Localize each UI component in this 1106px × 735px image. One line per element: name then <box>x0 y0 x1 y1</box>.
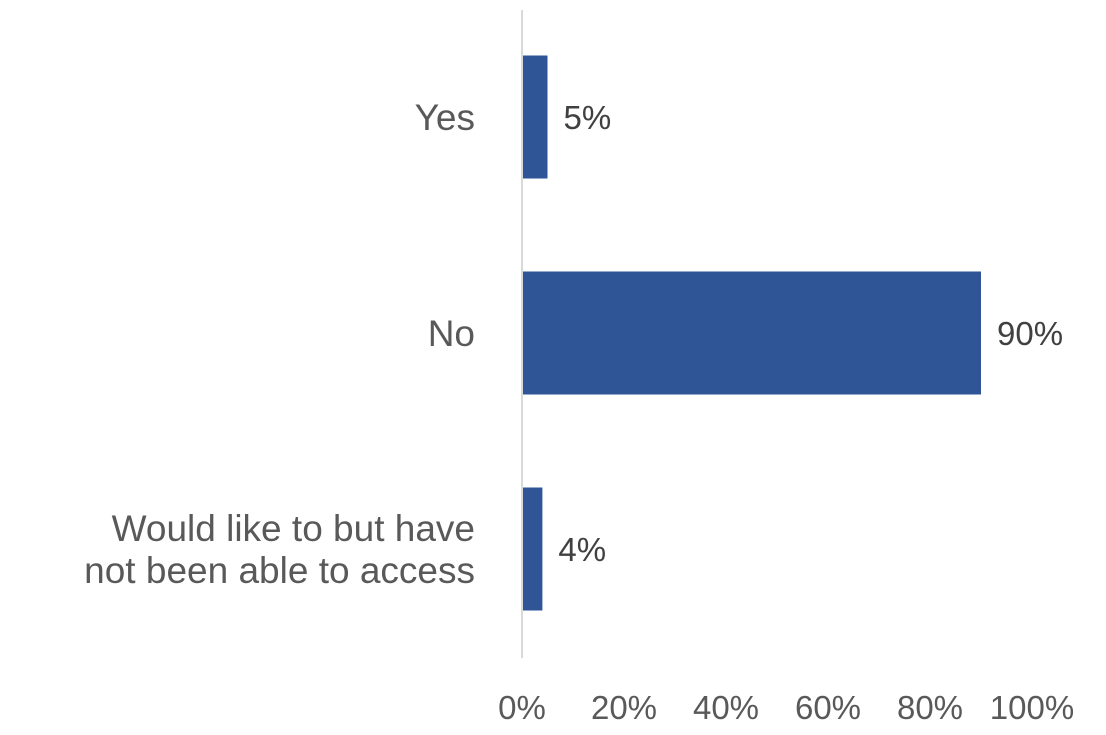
category-labels: Yes No Would like to but have not been able… <box>84 97 475 591</box>
bars-layer <box>522 55 981 611</box>
x-tick-label-20: 20% <box>591 689 657 726</box>
bar-would-like-to-but-have-not-been-able-to-access <box>522 487 543 611</box>
x-tick-label-40: 40% <box>693 689 759 726</box>
x-tick-label-0: 0% <box>498 689 546 726</box>
x-tick-label-60: 60% <box>795 689 861 726</box>
category-label-no: No <box>428 313 475 354</box>
data-label-yes: 5% <box>564 99 612 136</box>
category-label-line: Would like to but have <box>112 508 475 549</box>
bar-yes <box>522 55 548 179</box>
x-axis-tick-labels: 0% 20% 40% 60% 80% 100% <box>498 689 1074 726</box>
data-label-no: 90% <box>997 315 1063 352</box>
x-tick-label-100: 100% <box>990 689 1074 726</box>
data-labels: 5% 90% 4% <box>558 99 1063 568</box>
data-label-would-like-to-but-have-not-been-able-to-access: 4% <box>558 531 606 568</box>
category-label-line: Yes <box>415 97 475 138</box>
bar-no <box>522 271 981 395</box>
x-tick-label-80: 80% <box>897 689 963 726</box>
category-label-would-like-to-but-have-not-been-able-to-access: Would like to but have not been able to a… <box>84 508 475 591</box>
category-label-line: No <box>428 313 475 354</box>
category-label-yes: Yes <box>415 97 475 138</box>
category-label-line: not been able to access <box>84 550 475 591</box>
